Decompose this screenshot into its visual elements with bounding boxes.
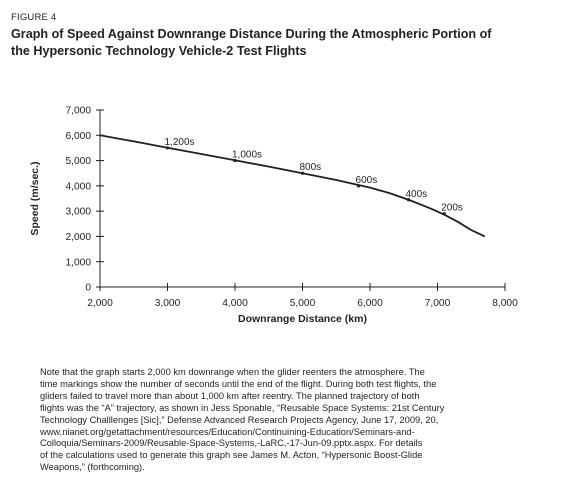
- y-tick-label: 4,000: [66, 181, 92, 192]
- x-tick-label: 6,000: [357, 298, 383, 309]
- note-line: flights was the “A” trajectory, as shown…: [40, 402, 445, 413]
- x-tick-label: 2,000: [87, 298, 113, 309]
- note-line: www.nianet.org/getattachment/resources/E…: [40, 426, 415, 437]
- x-tick-label: 5,000: [290, 298, 316, 309]
- x-axis-label: Downrange Distance (km): [238, 313, 367, 325]
- time-label: 1,000s: [232, 150, 262, 161]
- time-marker: [442, 212, 446, 216]
- y-axis-label: Speed (m/sec.): [29, 161, 41, 235]
- x-tick-label: 8,000: [492, 298, 518, 309]
- time-label: 1,200s: [165, 137, 195, 148]
- time-marker: [300, 171, 305, 175]
- y-tick-label: 2,000: [66, 232, 92, 243]
- x-tick-label: 3,000: [155, 298, 181, 309]
- note-line: Colloquia/Seminars-2009/Reusable-Space-S…: [40, 438, 423, 449]
- y-tick-label: 0: [85, 283, 91, 294]
- time-marker: [233, 158, 237, 163]
- note-line: time markings show the number of seconds…: [40, 378, 437, 389]
- note-line: gliders failed to travel more than about…: [40, 390, 420, 401]
- y-tick-label: 5,000: [66, 156, 92, 167]
- annotations: 1,200s 1,000s 800s 600s 400s 200s: [165, 137, 463, 216]
- title-line-2: the Hypersonic Technology Vehicle-2 Test…: [11, 43, 307, 58]
- time-label: 200s: [441, 203, 463, 214]
- figure-label: FIGURE 4: [11, 12, 57, 23]
- time-marker: [356, 184, 361, 188]
- figure-title: Graph of Speed Against Downrange Distanc…: [11, 26, 556, 59]
- speed-line: [99, 134, 486, 238]
- y-tick-label: 6,000: [66, 131, 92, 142]
- x-tick-label: 4,000: [222, 298, 248, 309]
- time-label: 800s: [300, 162, 322, 173]
- x-tick-label: 7,000: [425, 298, 451, 309]
- time-marker: [406, 198, 411, 202]
- note-line: Note that the graph starts 2,000 km down…: [40, 367, 425, 377]
- note-line: of the calculations used to generate thi…: [40, 450, 423, 461]
- axes: 0 1,000 2,000 3,000 4,000 5,000 6,000 7,000 2,00…: [66, 106, 519, 309]
- y-tick-label: 1,000: [66, 257, 92, 268]
- note-line: Technology Challlenges [Sic],” Defense A…: [40, 414, 439, 425]
- note-line: Weapons,” (forthcoming).: [40, 462, 145, 473]
- time-label: 600s: [356, 175, 378, 186]
- time-marker: [165, 146, 170, 150]
- title-line-1: Graph of Speed Against Downrange Distanc…: [11, 27, 492, 41]
- series-layer: [99, 134, 486, 238]
- figure-note: Note that the graph starts 2,000 km down…: [40, 367, 560, 474]
- speed-distance-chart: 0 1,000 2,000 3,000 4,000 5,000 6,000 7,000 2,00…: [29, 106, 519, 325]
- y-tick-label: 7,000: [66, 106, 92, 117]
- time-label: 400s: [405, 189, 427, 200]
- y-tick-label: 3,000: [66, 207, 92, 218]
